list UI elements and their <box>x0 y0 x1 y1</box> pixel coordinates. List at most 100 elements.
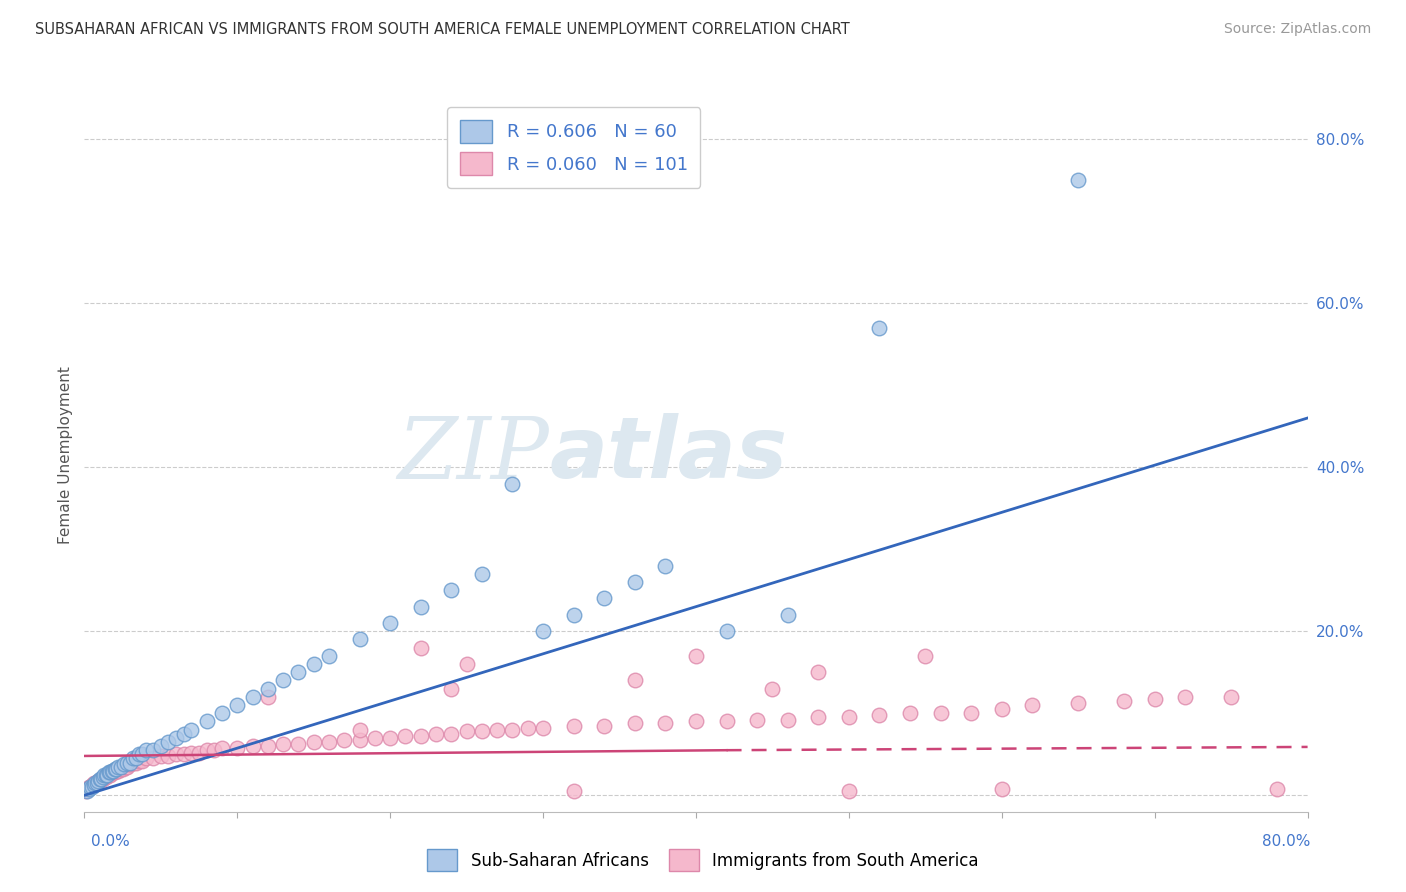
Point <box>562 784 585 798</box>
Point <box>364 731 387 745</box>
Point <box>131 747 153 762</box>
Point <box>128 747 150 762</box>
Point <box>624 575 647 590</box>
Text: ZIP: ZIP <box>398 414 550 496</box>
Point <box>242 739 264 753</box>
Point <box>122 751 145 765</box>
Text: Source: ZipAtlas.com: Source: ZipAtlas.com <box>1223 22 1371 37</box>
Point <box>929 706 952 721</box>
Point <box>593 591 616 606</box>
Point <box>195 714 218 729</box>
Point <box>165 731 187 745</box>
Point <box>1021 698 1043 712</box>
Point <box>333 732 356 747</box>
Point <box>131 754 153 768</box>
Point <box>77 780 100 794</box>
Point <box>157 735 180 749</box>
Text: atlas: atlas <box>550 413 787 497</box>
Point <box>716 624 738 639</box>
Point <box>103 765 125 780</box>
Point <box>516 721 538 735</box>
Point <box>80 779 103 793</box>
Point <box>257 739 280 753</box>
Point <box>471 566 494 581</box>
Point <box>97 768 120 782</box>
Text: 80.0%: 80.0% <box>1263 834 1310 849</box>
Point <box>107 759 129 773</box>
Point <box>271 673 294 688</box>
Point <box>108 762 131 776</box>
Point <box>747 713 769 727</box>
Point <box>440 727 463 741</box>
Point <box>654 716 676 731</box>
Point <box>89 773 111 788</box>
Point <box>79 780 101 794</box>
Point <box>112 759 135 773</box>
Point <box>76 781 98 796</box>
Point <box>624 673 647 688</box>
Point <box>120 757 142 772</box>
Point <box>471 724 494 739</box>
Point <box>1174 690 1197 704</box>
Point <box>898 706 921 721</box>
Point <box>122 756 145 770</box>
Point <box>685 714 707 729</box>
Point <box>87 773 110 788</box>
Text: SUBSAHARAN AFRICAN VS IMMIGRANTS FROM SOUTH AMERICA FEMALE UNEMPLOYMENT CORRELAT: SUBSAHARAN AFRICAN VS IMMIGRANTS FROM SO… <box>35 22 849 37</box>
Point <box>97 765 120 780</box>
Point <box>111 762 134 776</box>
Point <box>105 762 128 776</box>
Point <box>180 723 202 737</box>
Point <box>807 710 830 724</box>
Point <box>128 754 150 768</box>
Point <box>654 558 676 573</box>
Point <box>142 743 165 757</box>
Point <box>685 648 707 663</box>
Point <box>149 739 172 753</box>
Point <box>562 607 585 622</box>
Point <box>991 702 1014 716</box>
Point <box>91 770 114 784</box>
Point <box>486 723 509 737</box>
Point <box>380 731 402 745</box>
Point <box>135 743 157 757</box>
Point <box>502 723 524 737</box>
Point <box>86 776 108 790</box>
Point <box>103 764 125 778</box>
Point <box>456 724 478 739</box>
Point <box>531 721 554 735</box>
Point <box>1067 697 1090 711</box>
Point <box>112 757 135 772</box>
Point <box>226 740 249 755</box>
Point <box>149 748 172 763</box>
Point <box>1143 691 1166 706</box>
Point <box>242 690 264 704</box>
Point <box>991 781 1014 796</box>
Point <box>226 698 249 712</box>
Point <box>125 756 148 770</box>
Point <box>195 743 218 757</box>
Legend: Sub-Saharan Africans, Immigrants from South America: Sub-Saharan Africans, Immigrants from So… <box>419 841 987 880</box>
Point <box>394 729 416 743</box>
Point <box>110 762 132 776</box>
Point <box>211 740 233 755</box>
Point <box>180 746 202 760</box>
Point <box>80 780 103 794</box>
Point <box>94 768 117 782</box>
Point <box>761 681 783 696</box>
Point <box>271 738 294 752</box>
Point <box>115 759 138 773</box>
Point <box>425 727 447 741</box>
Point <box>114 759 136 773</box>
Point <box>716 714 738 729</box>
Point <box>104 762 127 776</box>
Point <box>125 751 148 765</box>
Point <box>257 681 280 696</box>
Point <box>287 738 309 752</box>
Point <box>440 583 463 598</box>
Point <box>98 768 121 782</box>
Point <box>1067 173 1090 187</box>
Point <box>318 648 340 663</box>
Point <box>142 751 165 765</box>
Point <box>456 657 478 671</box>
